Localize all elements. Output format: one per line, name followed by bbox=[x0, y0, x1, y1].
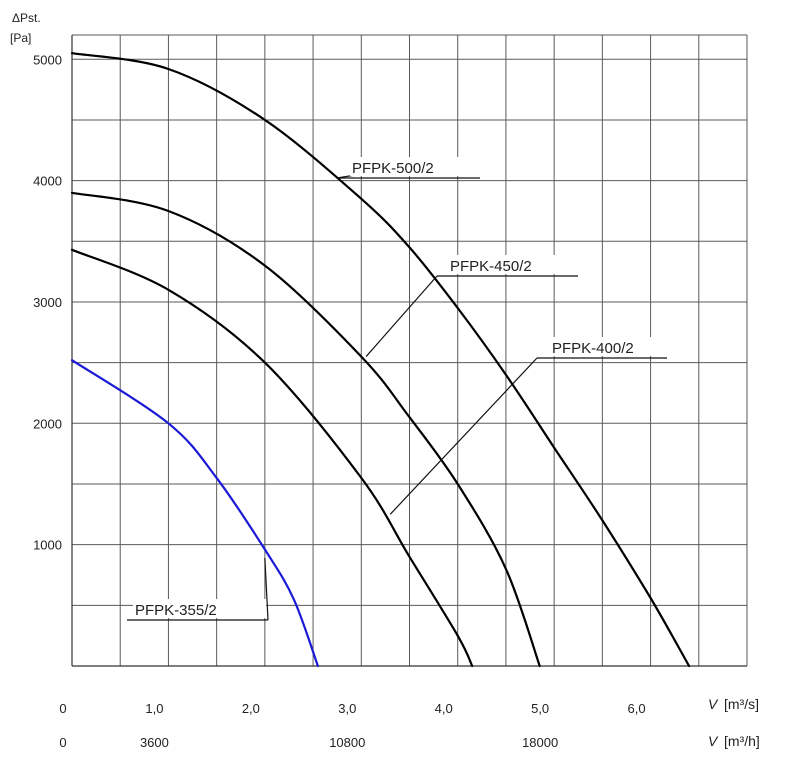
y-axis-label-unit: [Pa] bbox=[10, 31, 31, 45]
y-tick-label: 4000 bbox=[33, 174, 62, 189]
callouts: PFPK-500/2 PFPK-450/2 PFPK-400/2 PFPK-355/2 bbox=[127, 157, 667, 621]
series-line-pfpk-355-2 bbox=[70, 359, 319, 668]
series-line-pfpk-400-2 bbox=[70, 248, 474, 668]
callout-label-pfpk-355-2: PFPK-355/2 bbox=[135, 602, 217, 619]
x-tick-label-m3s: 0 bbox=[59, 701, 66, 716]
y-tick-label: 1000 bbox=[33, 538, 62, 553]
x-tick-label-m3s: 4,0 bbox=[435, 701, 453, 716]
curves bbox=[70, 52, 691, 668]
callout-bg-pfpk-450-2 bbox=[448, 255, 576, 274]
x-axis-label-symbol-m3h: V bbox=[708, 733, 719, 749]
x-tick-label-m3s: 3,0 bbox=[338, 701, 356, 716]
y-tick-label: 5000 bbox=[33, 52, 62, 67]
callout-label-pfpk-400-2: PFPK-400/2 bbox=[552, 340, 634, 357]
callout-label-pfpk-500-2: PFPK-500/2 bbox=[352, 160, 434, 177]
x-tick-label-m3s: 6,0 bbox=[628, 701, 646, 716]
series-line-pfpk-500-2 bbox=[70, 52, 691, 668]
callout-leader-pfpk-400-2 bbox=[389, 357, 538, 515]
x-tick-label-m3h: 10800 bbox=[329, 735, 365, 750]
y-tick-labels: 1000 2000 3000 4000 5000 bbox=[33, 52, 62, 552]
x-axis-label-symbol-m3s: V bbox=[708, 696, 719, 712]
series-line-pfpk-450-2 bbox=[70, 191, 541, 668]
x-axis-label-unit-m3s: [m³/s] bbox=[724, 696, 759, 712]
y-tick-label: 3000 bbox=[33, 295, 62, 310]
y-axis-label-symbol: ΔPst. bbox=[12, 11, 41, 25]
callout-leader-pfpk-450-2 bbox=[365, 275, 438, 357]
x-tick-labels: 0 1,0 2,0 3,0 4,0 5,0 6,0 0 3600 10800 18000 bbox=[59, 701, 645, 750]
x-tick-label-m3s: 5,0 bbox=[531, 701, 549, 716]
x-tick-label-m3h: 3600 bbox=[140, 735, 169, 750]
x-axis-label-unit-m3h: [m³/h] bbox=[724, 733, 760, 749]
y-tick-label: 2000 bbox=[33, 416, 62, 431]
x-tick-label-m3s: 2,0 bbox=[242, 701, 260, 716]
x-tick-label-m3h: 18000 bbox=[522, 735, 558, 750]
x-tick-label-m3s: 1,0 bbox=[145, 701, 163, 716]
callout-bg-pfpk-355-2 bbox=[133, 599, 266, 618]
callout-bg-pfpk-500-2 bbox=[350, 157, 478, 176]
callout-label-pfpk-450-2: PFPK-450/2 bbox=[450, 258, 532, 275]
x-tick-label-m3h: 0 bbox=[59, 735, 66, 750]
callout-bg-pfpk-400-2 bbox=[550, 337, 665, 356]
callout-leader-pfpk-355-2 bbox=[264, 557, 269, 621]
